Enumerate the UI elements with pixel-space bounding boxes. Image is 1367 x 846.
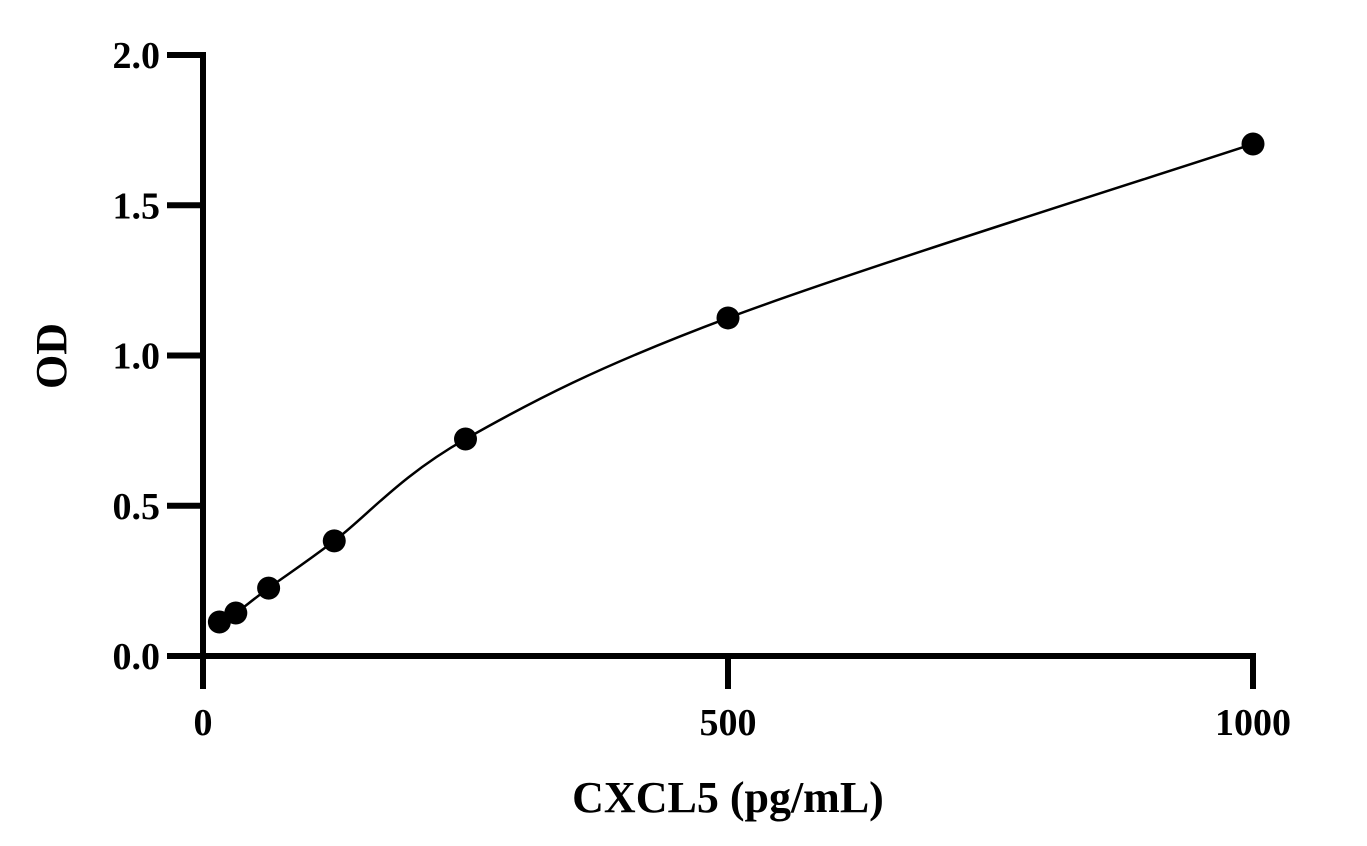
x-tick-label: 1000 [1215, 702, 1291, 744]
data-point [224, 601, 248, 625]
fit-curve [218, 142, 1254, 624]
y-axis-label: OD [27, 323, 76, 389]
data-point [257, 576, 281, 600]
y-tick-label: 1.5 [113, 185, 161, 227]
tick-labels: 0.0 0.5 1.0 1.5 2.0 0 500 1000 [113, 35, 1292, 744]
data-point [716, 306, 740, 330]
y-tick-label: 0.5 [113, 486, 161, 528]
y-tick-label: 2.0 [113, 35, 161, 77]
x-tick-label: 500 [700, 702, 757, 744]
y-tick-label: 1.0 [113, 336, 161, 378]
data-points [207, 132, 1265, 634]
data-point [322, 529, 346, 553]
y-tick-label: 0.0 [113, 636, 161, 678]
axes [167, 52, 1256, 689]
x-axis-label: CXCL5 (pg/mL) [572, 773, 884, 822]
data-point [454, 427, 477, 451]
x-tick-label: 0 [194, 702, 213, 744]
data-point [1241, 132, 1265, 156]
